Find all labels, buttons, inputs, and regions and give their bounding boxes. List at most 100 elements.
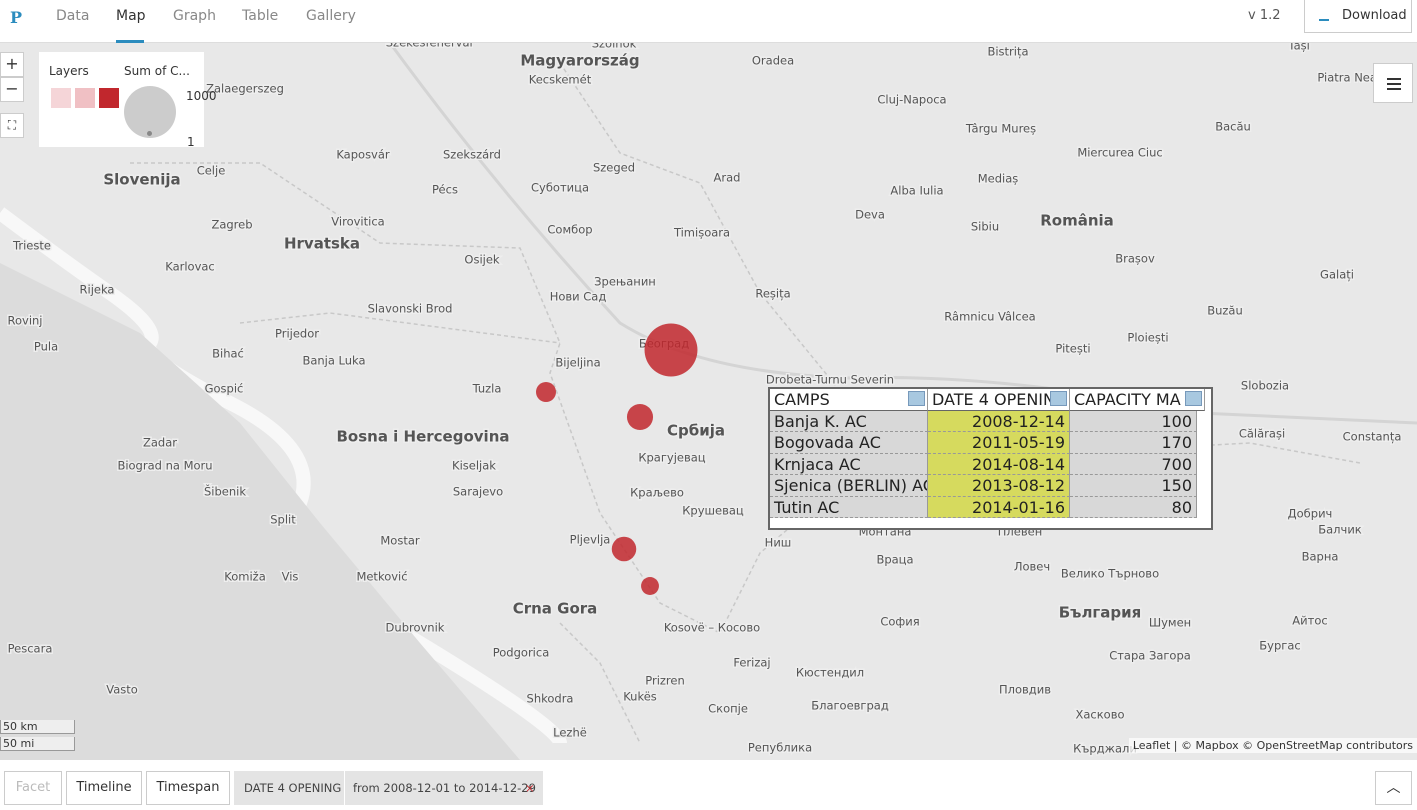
legend-title: Sum of C... xyxy=(124,64,190,78)
table-cell: 2013-08-12 xyxy=(928,475,1070,497)
city-label: Pescara xyxy=(8,642,53,656)
tab[interactable]: Table xyxy=(242,8,279,24)
timespan-button[interactable]: Timespan xyxy=(146,771,230,805)
facet-button[interactable]: Facet xyxy=(4,771,62,805)
labels: Magyarország Kecskemét Szolnok Székesfehérv… xyxy=(6,43,1403,757)
country-label: България xyxy=(1059,604,1142,622)
city-label: Крушевац xyxy=(682,504,744,518)
city-label: Kosovë – Косово xyxy=(664,621,760,635)
city-label: Стара Загора xyxy=(1109,649,1191,663)
filter-dropdown[interactable] xyxy=(908,391,925,406)
tab[interactable]: Map xyxy=(116,8,146,24)
table-cell: 80 xyxy=(1070,496,1197,518)
camp-marker xyxy=(644,323,698,377)
city-label: Rovinj xyxy=(8,314,43,328)
city-label: Bijeljina xyxy=(555,356,600,370)
tab[interactable]: Graph xyxy=(173,8,216,24)
swatch xyxy=(51,88,71,108)
column-header: CAMPS xyxy=(770,389,928,411)
logo[interactable]: P xyxy=(10,8,23,27)
city-label: Szekszárd xyxy=(443,148,501,162)
city-label: Vis xyxy=(282,570,299,584)
city-label: Slavonski Brod xyxy=(368,302,453,316)
city-label: Pljevlja xyxy=(570,533,611,547)
city-label: Република xyxy=(748,741,812,755)
tab[interactable]: Data xyxy=(56,8,90,24)
zoom-out[interactable]: − xyxy=(0,77,24,102)
city-label: Timișoara xyxy=(673,226,730,240)
city-label: Alba Iulia xyxy=(890,184,943,198)
table-cell: Bogovada AC xyxy=(770,432,928,454)
city-label: Mediaș xyxy=(978,172,1019,186)
sea xyxy=(0,263,520,760)
filter-dropdown[interactable] xyxy=(1185,391,1202,406)
city-label: Кюстендил xyxy=(796,666,864,680)
city-label: Враца xyxy=(876,553,913,567)
menu-button[interactable] xyxy=(1373,63,1413,103)
city-label: Karlovac xyxy=(165,260,215,274)
remove-filter[interactable]: × xyxy=(525,781,535,795)
active-tab-indicator xyxy=(116,40,144,43)
table-cell: 2014-01-16 xyxy=(928,496,1070,518)
city-label: Kaposvár xyxy=(336,148,390,162)
timeline-button[interactable]: Timeline xyxy=(66,771,142,805)
city-label: Komiža xyxy=(224,570,266,584)
city-label: Prizren xyxy=(645,674,685,688)
download-button[interactable]: Download xyxy=(1304,0,1412,33)
city-label: Sarajevo xyxy=(453,485,503,499)
markers xyxy=(536,323,698,595)
city-label: Айтос xyxy=(1292,614,1327,628)
fit-button[interactable]: ⛶ xyxy=(0,113,24,138)
city-label: Split xyxy=(270,513,296,527)
city-label: Варна xyxy=(1302,550,1339,564)
city-label: Ниш xyxy=(765,536,792,550)
filter-dropdown[interactable] xyxy=(1050,391,1067,406)
city-label: Kecskemét xyxy=(529,73,592,87)
city-label: Ferizaj xyxy=(733,656,770,670)
city-label: Székesfehérvár xyxy=(386,43,475,50)
zoom-in[interactable]: + xyxy=(0,52,24,77)
city-label: Biograd na Moru xyxy=(117,459,212,473)
city-label: Arad xyxy=(714,171,741,185)
city-label: Miercurea Ciuc xyxy=(1077,146,1162,160)
city-label: Tuzla xyxy=(472,382,502,396)
version: v 1.2 xyxy=(1248,8,1281,23)
city-label: Drobeta-Turnu Severin xyxy=(766,373,894,387)
city-label: Dubrovnik xyxy=(386,621,445,635)
city-label: Sibiu xyxy=(971,220,999,234)
city-label: Kiseljak xyxy=(452,459,496,473)
city-label: Iași xyxy=(1290,43,1310,53)
map[interactable]: Magyarország Kecskemét Szolnok Székesfehérv… xyxy=(0,43,1417,760)
table-cell: 170 xyxy=(1070,432,1197,454)
filter-range: from 2008-12-01 to 2014-12-29 xyxy=(344,771,536,805)
city-label: Trieste xyxy=(12,239,51,253)
camp-marker xyxy=(626,403,654,431)
city-label: Slobozia xyxy=(1241,379,1289,393)
city-label: Szolnok xyxy=(592,43,637,51)
city-label: Rijeka xyxy=(80,283,115,297)
column-header: DATE 4 OPENIN xyxy=(928,389,1070,411)
city-label: Ploiești xyxy=(1127,331,1168,345)
city-label: Pitești xyxy=(1055,342,1090,356)
country-label: Србија xyxy=(667,422,725,440)
table-cell: 150 xyxy=(1070,475,1197,497)
city-label: Târgu Mureș xyxy=(965,122,1036,136)
city-label: Kukës xyxy=(623,690,657,704)
scale-bar: 50 km xyxy=(0,720,75,734)
tab[interactable]: Gallery xyxy=(306,8,356,24)
city-label: Кърджали xyxy=(1073,742,1137,756)
city-label: Călărași xyxy=(1239,427,1285,441)
country-label: Magyarország xyxy=(520,52,639,70)
table-cell: 2014-08-14 xyxy=(928,453,1070,475)
city-label: Shkodra xyxy=(527,692,574,706)
country-label: Slovenija xyxy=(103,171,180,189)
city-label: Banja Luka xyxy=(302,354,365,368)
camp-marker xyxy=(611,536,637,562)
expand-button[interactable]: ︿ xyxy=(1375,771,1412,805)
camp-marker xyxy=(536,382,556,402)
city-label: Zadar xyxy=(143,436,177,450)
city-label: Constanța xyxy=(1343,430,1402,444)
border xyxy=(130,162,1361,635)
city-label: Бургас xyxy=(1259,639,1300,653)
